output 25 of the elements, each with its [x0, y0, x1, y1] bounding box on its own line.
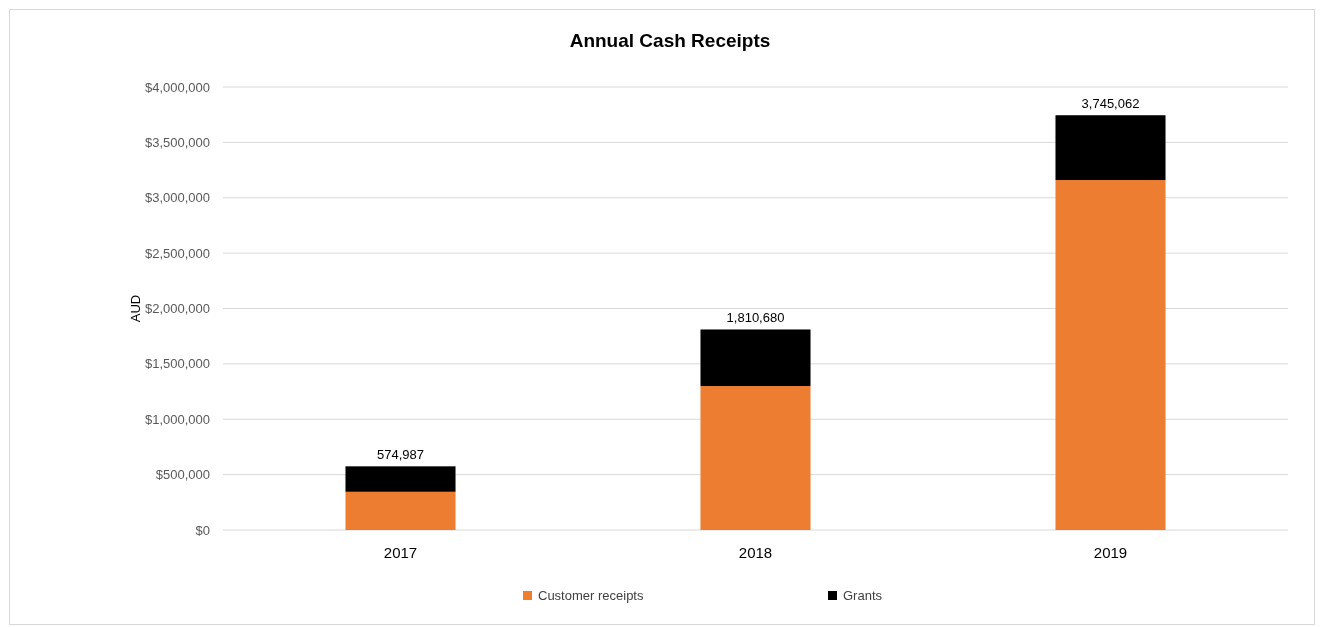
bar [700, 329, 811, 387]
bar [345, 466, 456, 492]
chart-title: Annual Cash Receipts [569, 30, 771, 51]
y-tick-label: $3,500,000 [144, 134, 210, 150]
total-label: 1,810,680 [726, 310, 785, 326]
bar [700, 386, 811, 530]
legend-label: Grants [843, 588, 883, 603]
bar [1055, 180, 1166, 530]
y-tick-label: $3,000,000 [144, 190, 210, 206]
x-tick-label: 2019 [1093, 544, 1128, 561]
legend-label: Customer receipts [538, 588, 644, 603]
x-tick-label: 2018 [738, 544, 773, 561]
y-tick-label: $2,500,000 [144, 245, 210, 261]
y-axis-title: AUD [128, 294, 143, 323]
x-tick-label: 2017 [383, 544, 418, 561]
total-label: 574,987 [377, 447, 424, 463]
total-label: 3,745,062 [1081, 96, 1140, 112]
bar [345, 491, 456, 530]
y-tick-label: $2,000,000 [144, 301, 210, 317]
y-tick-label: $1,500,000 [144, 356, 210, 372]
bar [1055, 115, 1166, 181]
y-tick-label: $500,000 [155, 467, 210, 483]
y-tick-label: $4,000,000 [144, 79, 210, 95]
y-tick-label: $1,000,000 [144, 411, 210, 427]
y-tick-label: $0 [195, 522, 210, 538]
